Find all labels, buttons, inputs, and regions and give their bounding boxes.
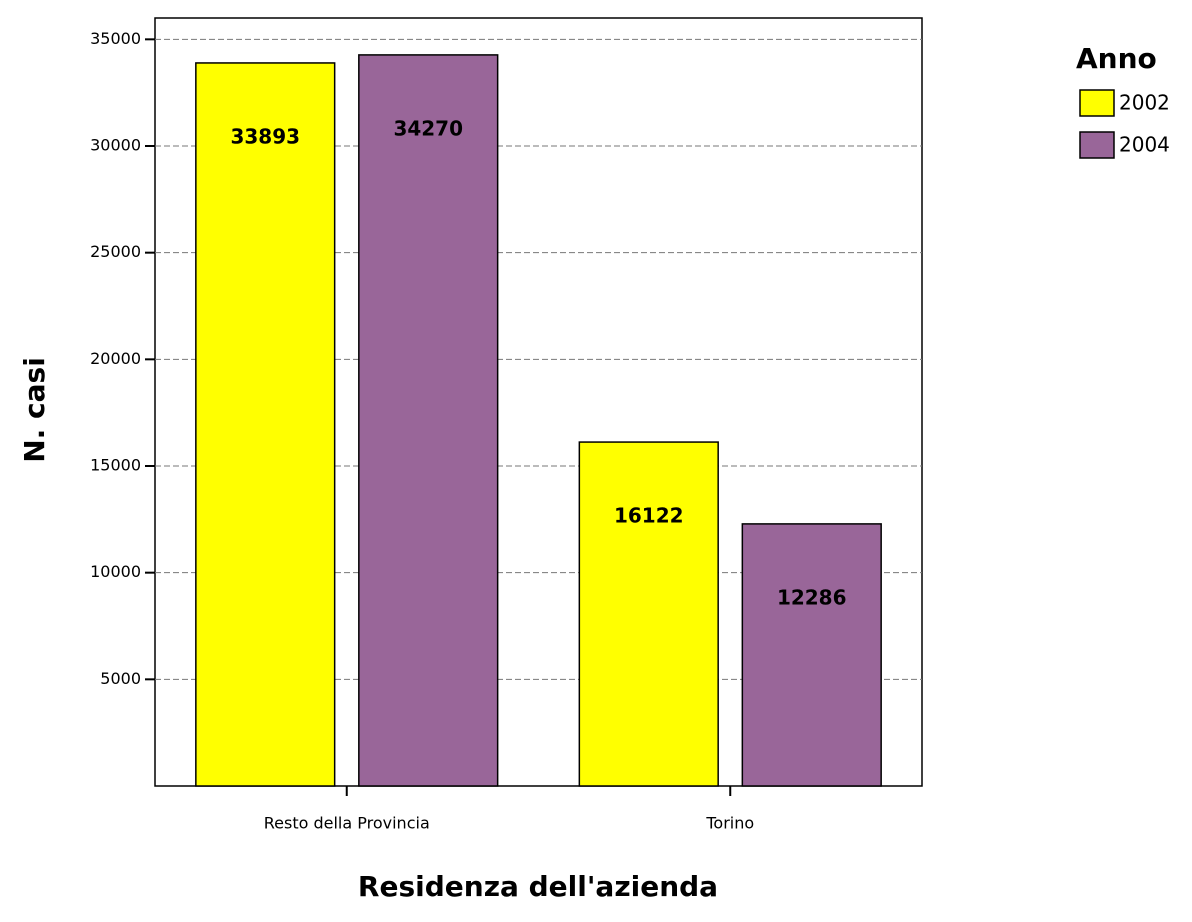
x-tick-label: Resto della Provincia — [264, 814, 430, 833]
bar — [358, 54, 499, 787]
y-tick-label: 15000 — [90, 456, 141, 475]
y-tick-label: 20000 — [90, 349, 141, 368]
y-tick-label: 10000 — [90, 562, 141, 581]
bar — [578, 441, 719, 787]
data-label: 12286 — [777, 585, 847, 609]
data-label: 33893 — [230, 124, 300, 148]
legend-swatch — [1079, 131, 1115, 159]
bar — [741, 523, 882, 787]
legend-label: 2002 — [1119, 91, 1170, 115]
legend-label: 2004 — [1119, 133, 1170, 157]
legend-swatch — [1079, 89, 1115, 117]
y-axis-label: N. casi — [18, 357, 51, 463]
x-tick-label: Torino — [705, 814, 754, 833]
data-label: 34270 — [393, 116, 463, 140]
legend-title: Anno — [1076, 42, 1157, 75]
y-tick-label: 25000 — [90, 242, 141, 261]
x-axis-label: Residenza dell'azienda — [358, 870, 718, 903]
data-label: 16122 — [614, 504, 684, 528]
y-tick-label: 35000 — [90, 29, 141, 48]
y-tick-label: 30000 — [90, 136, 141, 155]
y-tick-label: 5000 — [100, 669, 141, 688]
bar — [195, 62, 336, 787]
